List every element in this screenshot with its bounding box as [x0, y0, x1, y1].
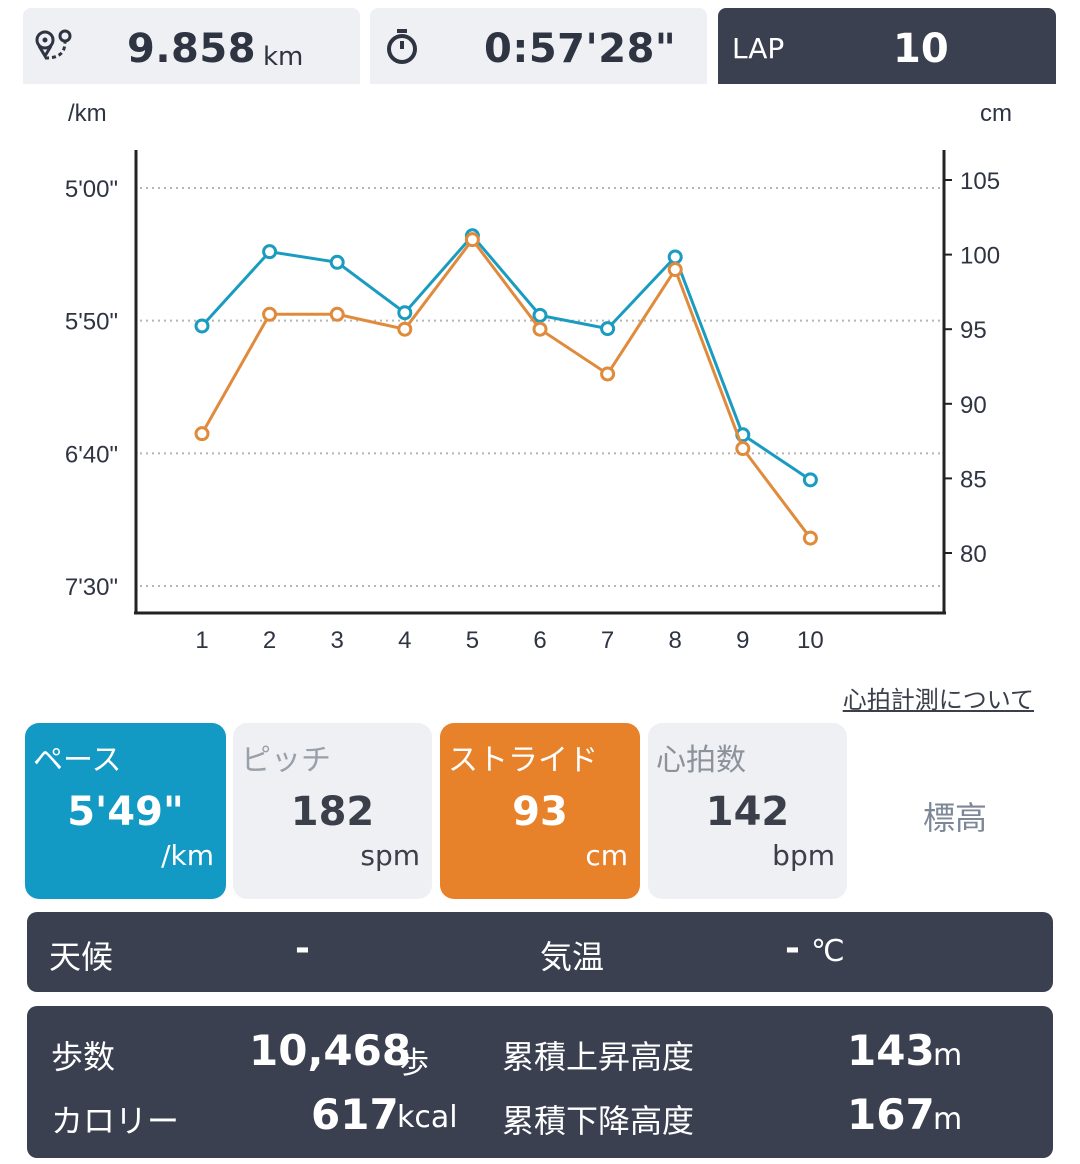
right-tick-label: 90 [960, 392, 987, 419]
lap-chart: /km cm 5'00"5'50"6'40"7'30"1051009590858… [65, 100, 1012, 654]
tab-stride-unit: cm [585, 839, 628, 872]
tab-pitch-unit: spm [360, 839, 420, 872]
temperature-label: 気温 [540, 938, 605, 976]
pace-data-point [600, 321, 616, 337]
weather-value: - [295, 928, 310, 969]
stride-data-point [667, 262, 683, 278]
heart-rate-info-link[interactable]: 心拍計測について [842, 686, 1034, 714]
elapsed-time-value: 0:57'28" [484, 26, 677, 72]
tab-heart-rate-value: 142 [705, 789, 790, 835]
weather-label: 天候 [49, 938, 114, 976]
lap-label: LAP [732, 32, 785, 65]
route-pin-icon [35, 29, 72, 60]
x-tick-label: 8 [669, 627, 682, 654]
pace-data-point [532, 307, 548, 323]
x-tick-label: 10 [797, 627, 824, 654]
right-tick-label: 80 [960, 541, 987, 568]
descent-label: 累積下降高度 [502, 1102, 695, 1140]
temperature-unit: ℃ [811, 934, 845, 969]
tab-altitude[interactable]: 標高 [855, 723, 1055, 899]
time-box: 0:57'28" [370, 8, 707, 84]
stride-data-point [194, 426, 210, 442]
lap-value: 10 [893, 26, 949, 72]
distance-box: 9.858 km [23, 8, 360, 84]
x-tick-label: 1 [195, 627, 208, 654]
tab-pace[interactable]: ペース 5'49" /km [25, 723, 226, 899]
pace-data-point [262, 244, 278, 260]
tab-stride-value: 93 [512, 789, 568, 835]
pace-data-point [667, 249, 683, 265]
distance-unit: km [263, 42, 304, 72]
stopwatch-icon [387, 29, 417, 64]
calories-unit: kcal [397, 1100, 458, 1135]
stride-series-line [200, 237, 812, 539]
stride-data-point [329, 306, 345, 322]
pace-data-point [397, 305, 413, 321]
stride-data-point [802, 530, 818, 546]
descent-unit: m [933, 1102, 963, 1137]
x-tick-label: 2 [263, 627, 276, 654]
x-tick-label: 5 [466, 627, 479, 654]
left-axis-label: /km [68, 100, 107, 127]
stride-data-point [532, 321, 548, 337]
pace-data-point [802, 472, 818, 488]
steps-label: 歩数 [51, 1038, 116, 1076]
steps-unit: 歩 [399, 1046, 429, 1081]
tab-heart-rate-title: 心拍数 [656, 743, 746, 778]
tab-pitch-title: ピッチ [241, 743, 331, 778]
ascent-label: 累積上昇高度 [502, 1038, 695, 1076]
pace-series-line [200, 233, 812, 482]
tab-pace-unit: /km [161, 839, 214, 872]
x-tick-label: 3 [331, 627, 344, 654]
tab-pace-value: 5'49" [67, 789, 184, 835]
tab-heart-rate[interactable]: 心拍数 142 bpm [648, 723, 847, 899]
right-tick-label: 105 [960, 168, 1000, 195]
stats-panel: 歩数 10,468 歩 累積上昇高度 143 m カロリー 617 kcal 累… [27, 1006, 1053, 1158]
temperature-value: - [785, 928, 800, 969]
right-axis-label: cm [980, 100, 1012, 127]
tab-pace-title: ペース [33, 743, 122, 778]
stride-data-point [735, 441, 751, 457]
lap-box: LAP 10 [718, 8, 1056, 84]
x-tick-label: 7 [601, 627, 614, 654]
pace-data-point [194, 318, 210, 334]
steps-value: 10,468 [249, 1026, 412, 1075]
left-tick-label: 6'40" [65, 441, 118, 468]
ascent-value: 143 [847, 1026, 935, 1075]
tab-pitch-value: 182 [290, 789, 375, 835]
left-tick-label: 7'30" [65, 574, 118, 601]
right-tick-label: 100 [960, 243, 1000, 270]
calories-value: 617 [311, 1090, 399, 1139]
calories-label: カロリー [51, 1102, 180, 1140]
descent-value: 167 [847, 1090, 935, 1139]
left-tick-label: 5'50" [65, 309, 118, 336]
tab-stride[interactable]: ストライド 93 cm [440, 723, 640, 899]
x-tick-label: 6 [533, 627, 546, 654]
right-tick-label: 85 [960, 466, 987, 493]
stride-data-point [464, 232, 480, 248]
ascent-unit: m [933, 1038, 963, 1073]
stride-data-point [397, 321, 413, 337]
tab-pitch[interactable]: ピッチ 182 spm [233, 723, 432, 899]
left-tick-label: 5'00" [65, 176, 118, 203]
tab-heart-rate-unit: bpm [772, 839, 835, 872]
weather-panel: 天候 - 気温 - ℃ [27, 912, 1053, 992]
stride-data-point [262, 306, 278, 322]
tab-stride-title: ストライド [448, 743, 598, 778]
right-tick-label: 95 [960, 317, 987, 344]
x-tick-label: 4 [398, 627, 411, 654]
x-tick-label: 9 [736, 627, 749, 654]
distance-value: 9.858 [127, 26, 257, 72]
stride-data-point [600, 366, 616, 382]
tab-altitude-title: 標高 [922, 799, 987, 837]
pace-data-point [329, 254, 345, 270]
